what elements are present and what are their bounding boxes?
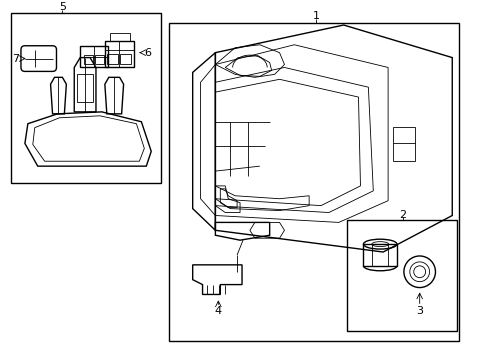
Text: 4: 4 bbox=[214, 306, 222, 316]
Text: 1: 1 bbox=[312, 11, 319, 21]
Bar bbox=[106, 54, 118, 64]
Text: 7: 7 bbox=[12, 54, 19, 64]
Bar bbox=[95, 55, 103, 63]
Text: 2: 2 bbox=[399, 210, 406, 220]
Bar bbox=[169, 23, 458, 341]
Bar bbox=[392, 127, 414, 161]
Bar bbox=[80, 46, 107, 67]
Text: 6: 6 bbox=[144, 48, 151, 58]
Bar bbox=[11, 13, 161, 183]
Bar bbox=[346, 220, 456, 331]
Bar bbox=[104, 41, 134, 67]
Bar bbox=[77, 75, 93, 102]
Bar bbox=[110, 33, 129, 41]
Bar bbox=[363, 244, 396, 266]
Text: 3: 3 bbox=[415, 306, 422, 316]
Bar bbox=[84, 55, 93, 63]
Bar bbox=[120, 54, 130, 64]
Text: 5: 5 bbox=[59, 2, 66, 12]
